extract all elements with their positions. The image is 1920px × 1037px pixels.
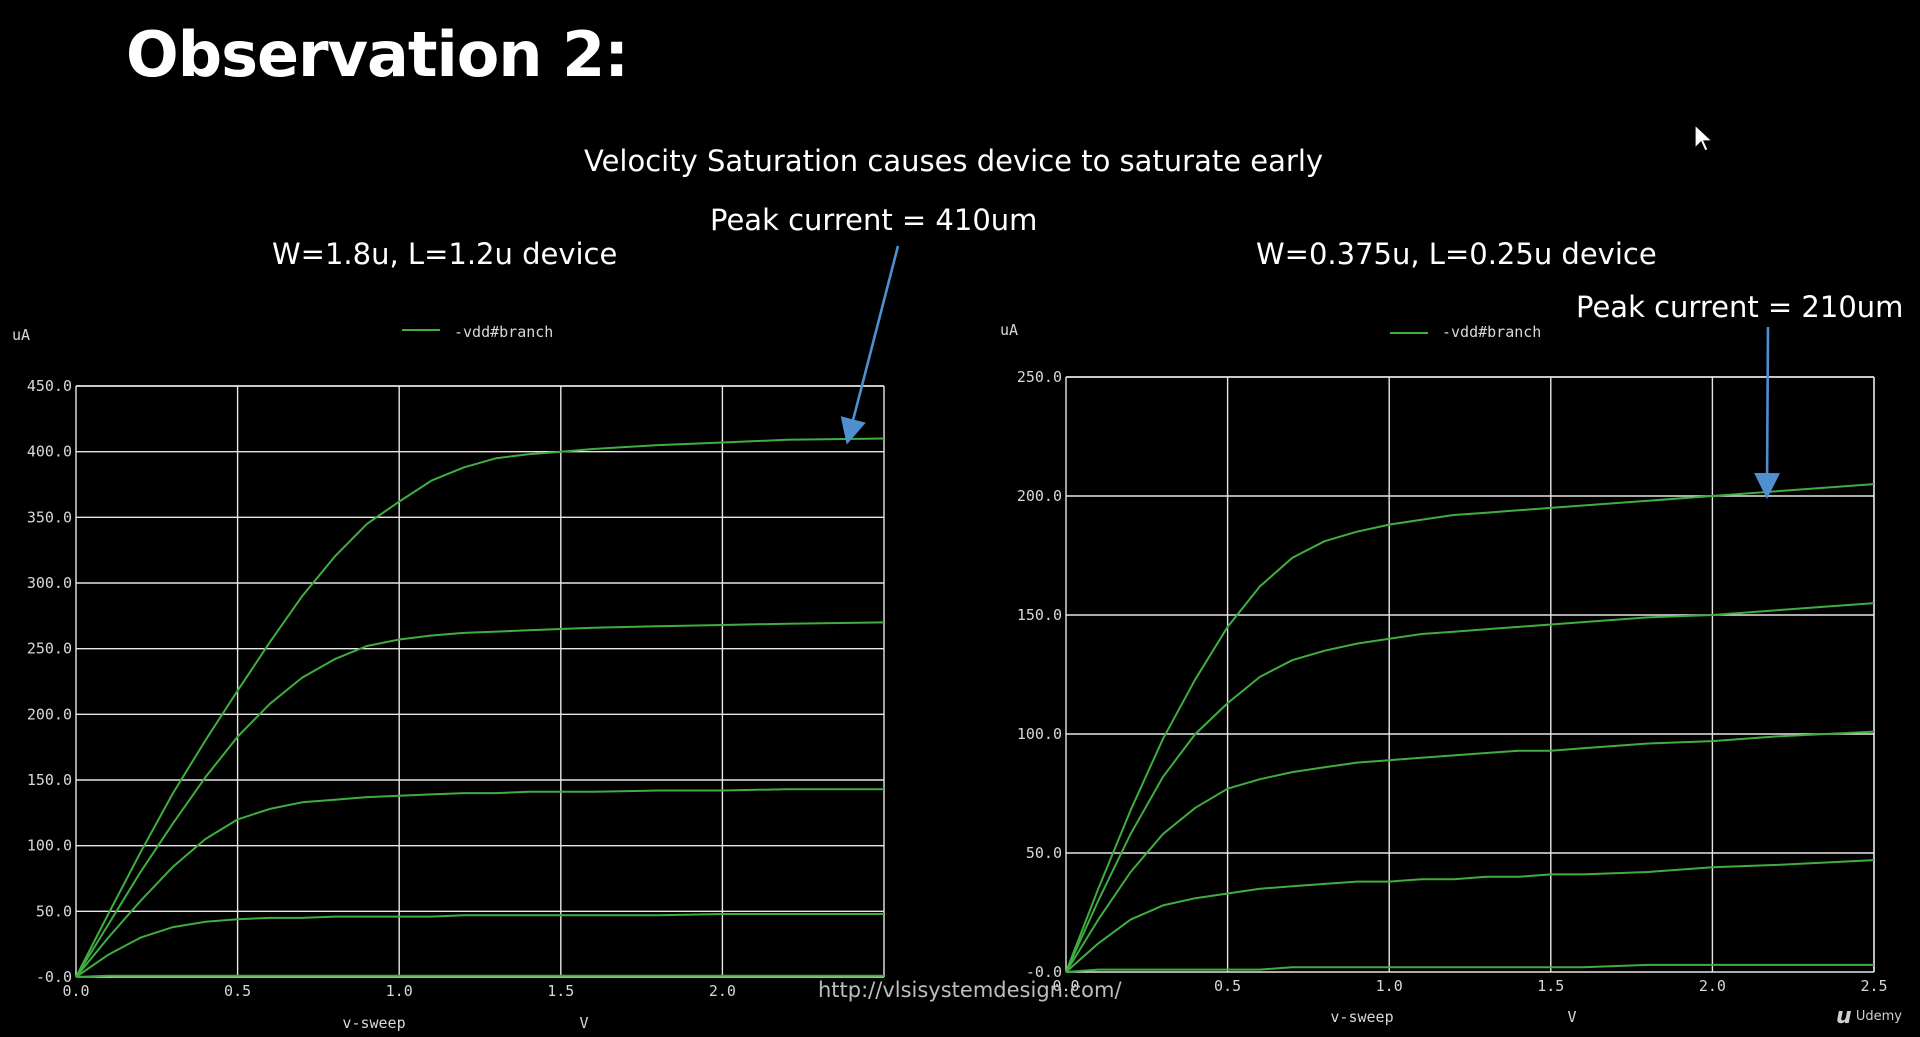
right-x-tick-label: 0.5 <box>1214 977 1241 995</box>
udemy-logo-text: Udemy <box>1855 1009 1902 1024</box>
right-x-axis-label: v-sweep <box>1330 1008 1393 1026</box>
left-series-line-5 <box>75 974 884 978</box>
right-y-tick-label: 200.0 <box>1017 487 1062 505</box>
left-series-line-4 <box>75 913 884 978</box>
left-y-tick-label: 200.0 <box>27 705 72 723</box>
left-x-axis-label: v-sweep <box>342 1014 405 1032</box>
left-y-tick-label: 300.0 <box>27 574 72 592</box>
left-y-tick-label: 100.0 <box>27 837 72 855</box>
right-x-tick-label: 2.5 <box>1860 977 1887 995</box>
peak-left-arrow <box>840 245 900 445</box>
right-y-tick-label: 150.0 <box>1017 606 1062 624</box>
right-x-tick-label: 1.5 <box>1537 977 1564 995</box>
right-x-unit-label: V <box>1567 1008 1576 1026</box>
left-x-tick-label: 1.0 <box>386 982 413 1000</box>
udemy-mark-icon: u <box>1836 1004 1852 1029</box>
right-y-tick-label: 100.0 <box>1017 725 1062 743</box>
left-y-tick-label: 450.0 <box>27 377 72 395</box>
slide-title: Observation 2: <box>126 18 629 91</box>
right-x-tick-label: 1.0 <box>1376 977 1403 995</box>
right-y-unit-label: uA <box>1000 321 1018 339</box>
left-y-tick-label: 250.0 <box>27 640 72 658</box>
right-y-tick-label: 250.0 <box>1017 368 1062 386</box>
right-series-line-1 <box>1065 483 1875 973</box>
peak-right-arrow <box>1754 326 1781 499</box>
left-x-tick-label: 0.5 <box>224 982 251 1000</box>
left-legend-label: -vdd#branch <box>454 323 553 341</box>
mouse-pointer-icon <box>1694 124 1714 152</box>
udemy-logo: u Udemy <box>1836 1004 1902 1029</box>
left-series-line-2 <box>75 621 885 978</box>
right-series-line-5 <box>1065 963 1874 973</box>
peak-current-left-caption: Peak current = 410um <box>710 203 1038 237</box>
right-series-line-3 <box>1065 730 1875 973</box>
right-series-line-4 <box>1065 859 1875 973</box>
left-series-line-1 <box>75 437 885 978</box>
left-y-tick-label: 50.0 <box>36 902 72 920</box>
right-device-label: W=0.375u, L=0.25u device <box>1256 237 1657 271</box>
left-x-tick-label: 0.0 <box>62 982 89 1000</box>
left-y-tick-label: -0.0 <box>36 968 72 986</box>
right-legend-label: -vdd#branch <box>1442 323 1541 341</box>
right-x-tick-label: 0.0 <box>1052 977 1079 995</box>
left-y-unit-label: uA <box>12 326 30 344</box>
velocity-saturation-caption: Velocity Saturation causes device to sat… <box>584 144 1324 178</box>
left-x-tick-label: 2.0 <box>709 982 736 1000</box>
left-y-tick-label: 150.0 <box>27 771 72 789</box>
right-y-tick-label: -0.0 <box>1026 963 1062 981</box>
left-x-tick-label: 1.5 <box>547 982 574 1000</box>
left-x-unit-label: V <box>579 1014 588 1032</box>
left-series-line-3 <box>75 788 884 978</box>
left-y-tick-label: 350.0 <box>27 508 72 526</box>
peak-current-right-caption: Peak current = 210um <box>1576 290 1904 324</box>
right-x-tick-label: 2.0 <box>1699 977 1726 995</box>
left-device-label: W=1.8u, L=1.2u device <box>272 237 618 271</box>
right-y-tick-label: 50.0 <box>1026 844 1062 862</box>
right-series-line-2 <box>1065 602 1875 973</box>
left-y-tick-label: 400.0 <box>27 443 72 461</box>
url-watermark: http://vlsisystemdesign.com/ <box>818 978 1122 1002</box>
